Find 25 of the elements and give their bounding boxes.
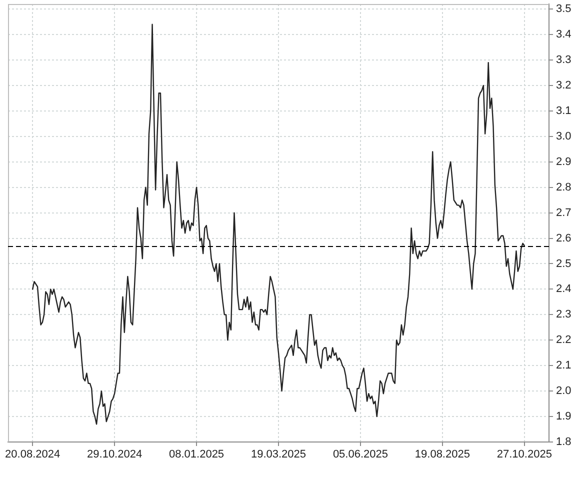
y-tick-label: 2.1	[556, 360, 572, 372]
y-tick-label: 3.1	[556, 104, 572, 117]
y-tick-label: 2.9	[556, 156, 572, 168]
y-tick-label: 1.9	[556, 410, 572, 423]
y-tick-label: 1.8	[556, 436, 572, 448]
x-tick-label: 20.08.2024	[5, 448, 60, 461]
x-tick-label: 08.01.2025	[169, 448, 224, 461]
y-tick-label: 3.5	[556, 3, 572, 16]
y-tick-label: 2.5	[556, 258, 572, 270]
y-tick-label: 3.0	[556, 130, 572, 142]
y-tick-label: 2.2	[556, 334, 572, 346]
y-tick-label: 2.7	[556, 206, 572, 219]
y-tick-label: 3.3	[556, 54, 572, 66]
y-tick-label: 3.4	[556, 28, 572, 41]
x-tick-label: 05.06.2025	[332, 448, 388, 461]
x-tick-label: 29.10.2024	[87, 448, 142, 461]
y-tick-label: 2.0	[556, 385, 572, 398]
y-tick-label: 2.6	[556, 232, 572, 244]
x-tick-label: 27.10.2025	[496, 448, 552, 461]
x-tick-label: 19.08.2025	[414, 448, 470, 461]
y-tick-label: 2.8	[556, 181, 572, 194]
y-tick-label: 2.3	[556, 308, 572, 321]
y-tick-label: 2.4	[556, 283, 572, 296]
x-tick-label: 19.03.2025	[250, 448, 306, 461]
y-tick-label: 3.2	[556, 80, 572, 92]
